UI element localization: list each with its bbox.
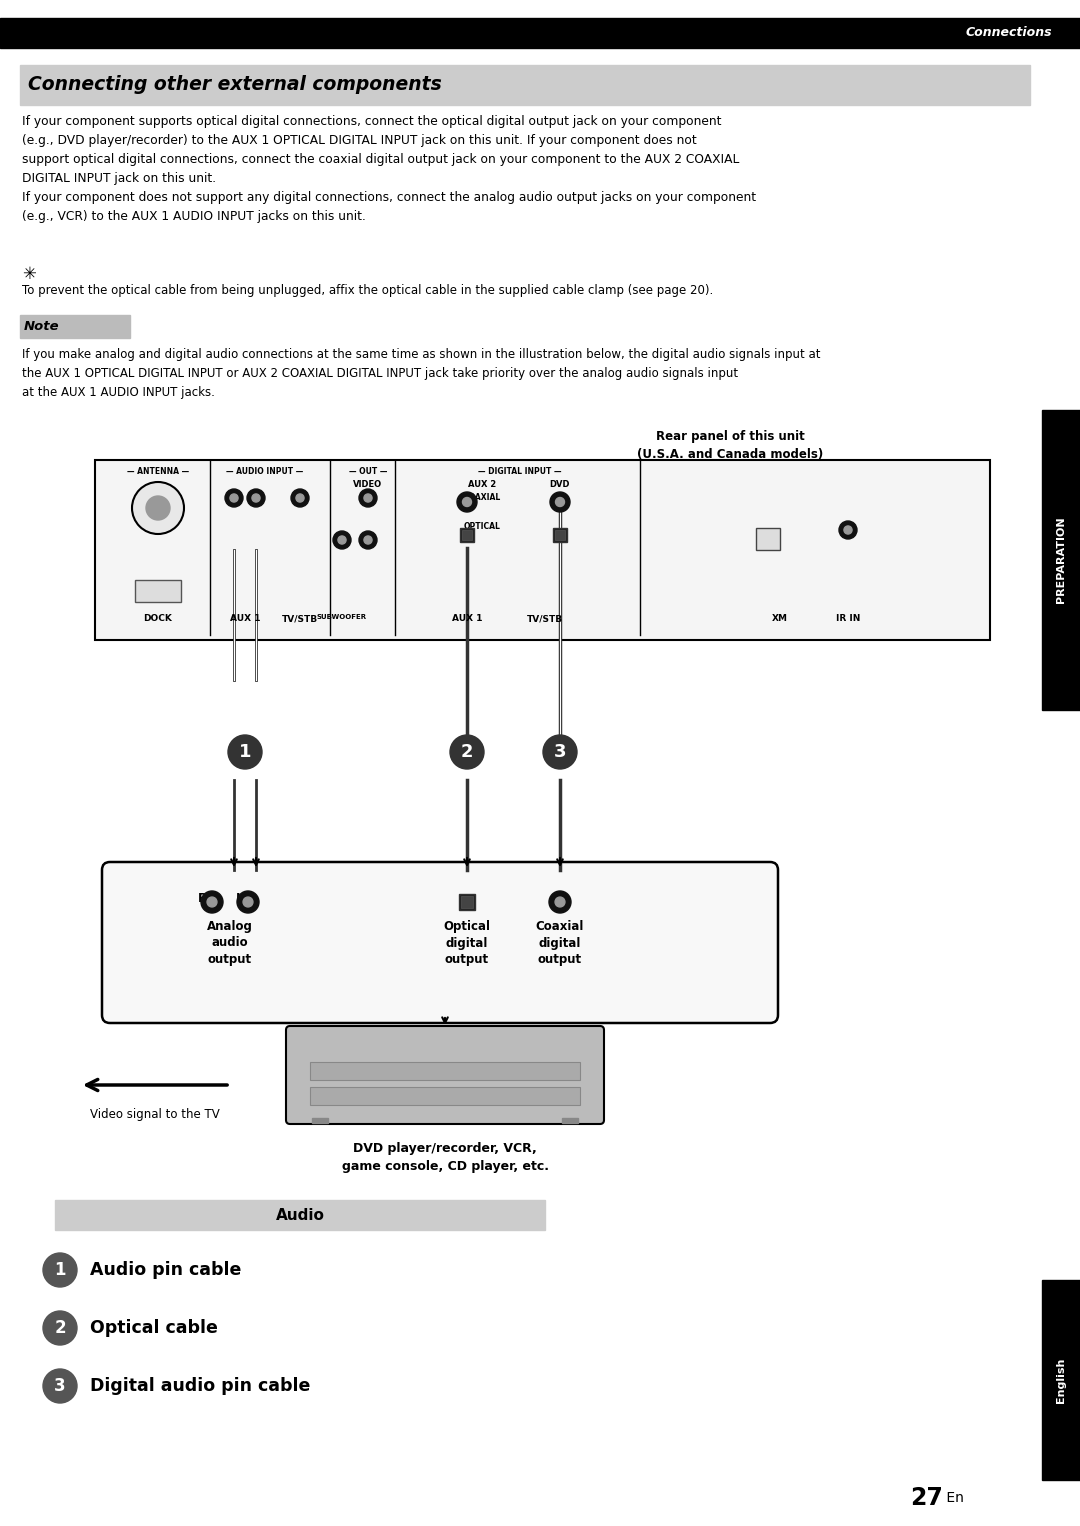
Text: TV/STB: TV/STB	[527, 613, 563, 623]
Bar	[460, 528, 474, 542]
Text: XM: XM	[772, 613, 788, 623]
Circle shape	[132, 482, 184, 534]
Circle shape	[225, 488, 243, 507]
Text: IR IN: IR IN	[836, 613, 860, 623]
Text: — AUDIO INPUT —: — AUDIO INPUT —	[227, 467, 303, 476]
Text: — ANTENNA —: — ANTENNA —	[127, 467, 189, 476]
Circle shape	[839, 520, 858, 539]
Text: Optical cable: Optical cable	[90, 1318, 218, 1337]
Circle shape	[43, 1253, 77, 1286]
Circle shape	[230, 494, 238, 502]
Circle shape	[207, 897, 217, 906]
Text: Optical
digital
output: Optical digital output	[444, 920, 490, 966]
Text: 3: 3	[554, 743, 566, 761]
FancyBboxPatch shape	[102, 862, 778, 1022]
Bar	[0, 18, 1080, 47]
Bar	[562, 1119, 578, 1123]
Bar	[55, 1199, 545, 1230]
Text: ✳: ✳	[22, 266, 36, 282]
Text: Coaxial
digital
output: Coaxial digital output	[536, 920, 584, 966]
Bar	[1042, 1280, 1080, 1480]
Text: Video signal to the TV: Video signal to the TV	[90, 1108, 220, 1122]
Text: DVD: DVD	[550, 481, 570, 488]
Bar	[310, 1087, 580, 1105]
Circle shape	[359, 488, 377, 507]
Circle shape	[247, 488, 265, 507]
Text: 1: 1	[54, 1260, 66, 1279]
Bar	[21, 314, 130, 337]
Text: 2: 2	[461, 743, 473, 761]
Text: DOCK: DOCK	[144, 613, 173, 623]
Bar	[756, 528, 780, 549]
Bar	[312, 1119, 328, 1123]
Circle shape	[550, 491, 570, 513]
Text: PREPARATION: PREPARATION	[1056, 517, 1066, 603]
Circle shape	[543, 736, 577, 769]
Bar	[310, 1062, 580, 1080]
Circle shape	[364, 494, 372, 502]
Circle shape	[146, 496, 170, 520]
Circle shape	[450, 736, 484, 769]
Circle shape	[457, 491, 477, 513]
Bar	[459, 894, 475, 909]
Circle shape	[43, 1311, 77, 1344]
Text: Digital audio pin cable: Digital audio pin cable	[90, 1376, 310, 1395]
Circle shape	[364, 536, 372, 545]
Text: VIDEO: VIDEO	[353, 481, 382, 488]
Circle shape	[843, 526, 852, 534]
Circle shape	[201, 891, 222, 913]
Text: AUX 2: AUX 2	[468, 481, 496, 488]
Text: R: R	[199, 891, 207, 905]
Text: 1: 1	[239, 743, 252, 761]
Text: 27: 27	[910, 1486, 943, 1511]
Circle shape	[237, 891, 259, 913]
Circle shape	[549, 891, 571, 913]
Bar	[1042, 410, 1080, 710]
Bar	[135, 580, 181, 601]
Circle shape	[252, 494, 260, 502]
Circle shape	[43, 1369, 77, 1402]
Text: Audio pin cable: Audio pin cable	[90, 1260, 241, 1279]
Circle shape	[291, 488, 309, 507]
Text: — OUT —: — OUT —	[349, 467, 388, 476]
Text: AUX 1: AUX 1	[451, 613, 483, 623]
FancyBboxPatch shape	[286, 1025, 604, 1125]
Bar	[461, 896, 473, 908]
Text: If you make analog and digital audio connections at the same time as shown in th: If you make analog and digital audio con…	[22, 348, 821, 398]
Text: — DIGITAL INPUT —: — DIGITAL INPUT —	[478, 467, 562, 476]
Bar	[95, 459, 990, 639]
Text: SUBWOOFER: SUBWOOFER	[316, 613, 367, 620]
Circle shape	[296, 494, 305, 502]
Text: COAXIAL: COAXIAL	[463, 493, 501, 502]
Circle shape	[338, 536, 346, 545]
Text: Connections: Connections	[966, 26, 1052, 40]
Text: 3: 3	[54, 1376, 66, 1395]
Bar	[555, 530, 565, 540]
Text: If your component supports optical digital connections, connect the optical digi: If your component supports optical digit…	[22, 114, 756, 223]
Circle shape	[243, 897, 253, 906]
Text: OPTICAL: OPTICAL	[463, 522, 500, 531]
Bar	[462, 530, 472, 540]
Text: Note: Note	[24, 320, 59, 334]
Circle shape	[228, 736, 262, 769]
Text: English: English	[1056, 1357, 1066, 1402]
Text: L: L	[237, 891, 244, 905]
Text: DVD player/recorder, VCR,
game console, CD player, etc.: DVD player/recorder, VCR, game console, …	[341, 1141, 549, 1173]
Circle shape	[555, 897, 565, 906]
Text: 2: 2	[54, 1318, 66, 1337]
Text: Connecting other external components: Connecting other external components	[28, 75, 442, 95]
Text: Audio: Audio	[275, 1207, 324, 1222]
Circle shape	[333, 531, 351, 549]
Circle shape	[462, 497, 472, 507]
Text: Analog
audio
output: Analog audio output	[207, 920, 253, 966]
Text: AUX 1: AUX 1	[230, 613, 260, 623]
Bar	[553, 528, 567, 542]
Text: Rear panel of this unit
(U.S.A. and Canada models): Rear panel of this unit (U.S.A. and Cana…	[637, 430, 823, 461]
Text: To prevent the optical cable from being unplugged, affix the optical cable in th: To prevent the optical cable from being …	[22, 284, 713, 298]
Circle shape	[359, 531, 377, 549]
Bar	[21, 66, 1030, 105]
Circle shape	[555, 497, 565, 507]
Text: TV/STB: TV/STB	[282, 613, 319, 623]
Text: En: En	[942, 1491, 963, 1505]
